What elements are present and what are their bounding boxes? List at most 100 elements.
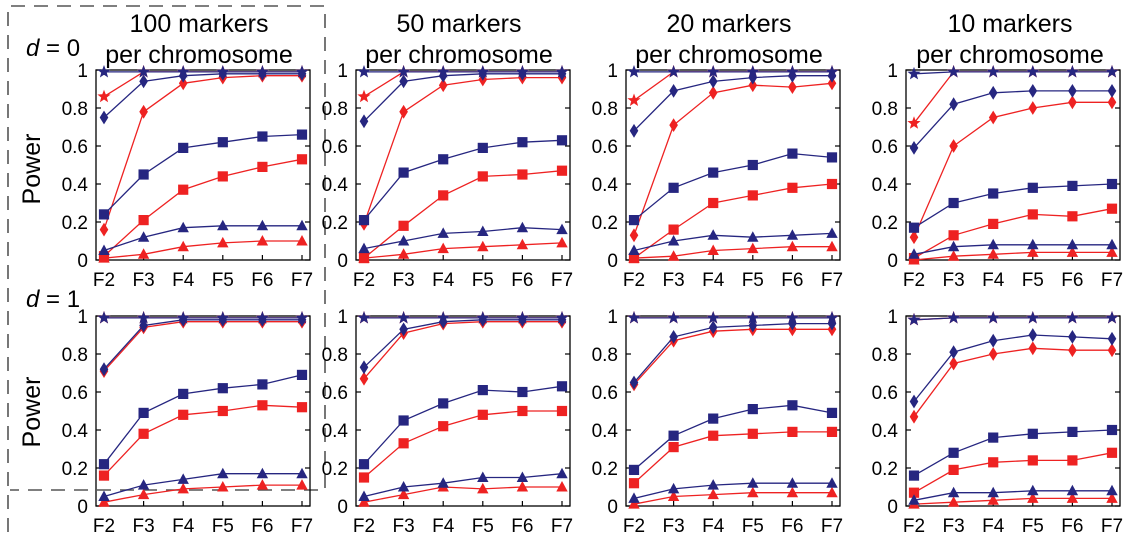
point-square (948, 447, 959, 458)
point-square (358, 472, 370, 483)
point-diamond (359, 360, 369, 375)
series-red-star (907, 65, 1119, 129)
point-triangle (1027, 246, 1039, 257)
point-square (217, 137, 228, 148)
point-star (357, 311, 371, 324)
x-tick-label: F7 (551, 516, 573, 535)
x-tick-label: F7 (1101, 516, 1123, 535)
point-triangle (667, 482, 680, 494)
series-red-square (358, 165, 568, 264)
point-triangle (98, 244, 110, 255)
point-triangle (477, 240, 489, 252)
point-diamond (297, 312, 307, 327)
point-triangle (358, 242, 370, 254)
series-line (363, 242, 563, 259)
point-star (397, 311, 411, 324)
y-tick-label: 0.4 (592, 421, 619, 442)
point-triangle (256, 235, 269, 246)
point-triangle (296, 467, 308, 479)
point-diamond (139, 318, 148, 333)
y-tick-label: 0.8 (62, 99, 88, 120)
y-tick-label: 1 (337, 307, 348, 328)
point-diamond (218, 312, 228, 327)
point-square (477, 385, 488, 396)
x-tick-label: F5 (742, 270, 764, 291)
series-line (913, 429, 1113, 477)
point-triangle (786, 477, 799, 488)
point-star (1026, 311, 1040, 324)
x-tick-label: F6 (1061, 270, 1083, 291)
x-tick-label: F4 (702, 516, 725, 535)
point-square (296, 369, 308, 380)
point-square (826, 152, 838, 163)
point-triangle (628, 498, 640, 509)
point-square (747, 404, 758, 415)
x-tick-label: F2 (93, 270, 115, 291)
series-red-diamond (629, 76, 837, 243)
point-triangle (516, 221, 529, 233)
point-diamond (708, 74, 718, 89)
series-line (633, 232, 833, 252)
panel-r2-c4: 0 0.2 0.4 0.6 0.8 1 F2 F3 F4 F5 F6 F7 (872, 307, 1124, 535)
y-tick-label: 0.2 (62, 459, 88, 480)
series-line (103, 158, 303, 257)
point-triangle (296, 235, 308, 246)
series-line (913, 244, 1112, 255)
point-diamond (399, 322, 408, 337)
point-triangle (1066, 238, 1079, 250)
y-tick-label: 0 (77, 251, 88, 272)
series-red-triangle (358, 236, 568, 263)
point-triangle (826, 227, 838, 238)
x-tick-label: F2 (93, 516, 115, 535)
point-square (358, 459, 370, 470)
point-star (986, 311, 1000, 324)
series-blue-diamond (99, 312, 307, 377)
point-diamond (99, 110, 109, 125)
point-diamond (518, 66, 527, 81)
y-tick-label: 1 (77, 61, 88, 82)
ylabel-row1: Power (18, 134, 46, 205)
point-square (668, 442, 679, 453)
point-diamond (1068, 84, 1077, 98)
point-square (398, 220, 409, 231)
y-tick-label: 0.8 (872, 345, 898, 366)
y-tick-label: 1 (77, 307, 88, 328)
point-diamond (669, 84, 678, 98)
point-diamond (909, 394, 919, 409)
y-tick-label: 0.8 (592, 345, 618, 366)
point-star (627, 93, 641, 106)
series-line (633, 404, 833, 471)
point-star (907, 66, 921, 80)
point-triangle (556, 223, 568, 235)
y-tick-label: 0.4 (872, 421, 899, 442)
series-red-square (358, 405, 568, 483)
axes-frame (95, 315, 311, 507)
series-line (103, 75, 302, 230)
axes-frame (95, 69, 311, 261)
series-line (103, 321, 302, 372)
point-square (826, 426, 838, 437)
y-tick-label: 0 (337, 251, 348, 272)
point-triangle (477, 482, 489, 494)
x-tick-label: F2 (353, 270, 375, 291)
point-diamond (478, 312, 488, 327)
point-triangle (947, 250, 960, 261)
y-tick-label: 0 (77, 497, 88, 518)
point-diamond (258, 66, 267, 81)
point-triangle (747, 477, 759, 488)
point-square (217, 405, 228, 417)
point-square (257, 400, 268, 411)
panel-r2-c3: 0 0.2 0.4 0.6 0.8 1 F2 F3 F4 F5 F6 F7 (592, 307, 844, 535)
series-line (103, 374, 303, 465)
series-line (363, 227, 563, 250)
point-triangle (98, 490, 110, 501)
point-square (517, 405, 528, 417)
point-diamond (139, 74, 148, 89)
point-triangle (1027, 238, 1039, 250)
series-line (913, 90, 1112, 149)
row-label-d1-rest: = 1 (39, 286, 80, 313)
axes-frame (905, 69, 1121, 261)
point-square (668, 430, 679, 441)
